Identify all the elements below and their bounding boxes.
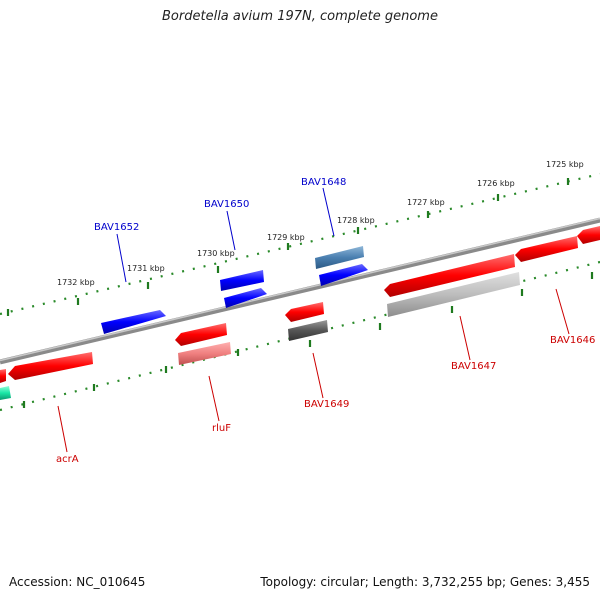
kbp-label: 1725 kbp xyxy=(546,160,584,169)
forward-scale-track xyxy=(0,172,600,316)
gene-label[interactable]: BAV1650 xyxy=(204,199,249,210)
gene-arrow-right-edge[interactable] xyxy=(577,226,600,244)
gene-arrow-left-edge[interactable] xyxy=(0,369,6,383)
gene-arrow-teal[interactable] xyxy=(0,386,11,400)
gene-label[interactable]: BAV1647 xyxy=(451,361,496,372)
gene-arrow-BAV1647-shadow[interactable] xyxy=(387,272,520,317)
gene-arrow-rluF[interactable] xyxy=(175,323,227,346)
gene-arrow-BAV1649-shadow[interactable] xyxy=(288,320,328,341)
gene-label[interactable]: BAV1652 xyxy=(94,222,139,233)
topology-label: Topology: circular; Length: 3,732,255 bp… xyxy=(260,575,590,589)
gene-label[interactable]: rluF xyxy=(212,423,231,434)
kbp-label: 1730 kbp xyxy=(197,249,235,258)
gene-arrow-BAV1650b[interactable] xyxy=(224,288,267,308)
gene-label[interactable]: BAV1646 xyxy=(550,335,595,346)
kbp-label: 1728 kbp xyxy=(337,216,375,225)
leader-lines xyxy=(57,187,570,453)
gene-label[interactable]: BAV1648 xyxy=(301,177,346,188)
accession-label: Accession: NC_010645 xyxy=(9,575,146,589)
gene-arrow-BAV1648b[interactable] xyxy=(319,264,368,286)
gene-arrow-BAV1646[interactable] xyxy=(515,236,578,262)
gene-arrow-BAV1649[interactable] xyxy=(285,302,324,322)
gene-arrow-BAV1648a[interactable] xyxy=(315,246,364,269)
gene-arrow-BAV1652[interactable] xyxy=(101,310,166,334)
gene-arrow-rluF-shadow[interactable] xyxy=(178,342,231,365)
kbp-label: 1726 kbp xyxy=(477,179,515,188)
kbp-label: 1727 kbp xyxy=(407,198,445,207)
gene-arrow-BAV1650a[interactable] xyxy=(220,270,264,291)
kbp-label: 1732 kbp xyxy=(57,278,95,287)
gene-label[interactable]: acrA xyxy=(56,454,79,465)
kbp-label: 1729 kbp xyxy=(267,233,305,242)
scale-ticks xyxy=(6,178,594,408)
gene-arrow-acrA[interactable] xyxy=(8,352,93,380)
genome-backbone xyxy=(0,217,600,365)
gene-label[interactable]: BAV1649 xyxy=(304,399,349,410)
kbp-label: 1731 kbp xyxy=(127,264,165,273)
map-title: Bordetella avium 197N, complete genome xyxy=(162,9,438,24)
gene-arrow-BAV1647[interactable] xyxy=(384,254,515,297)
